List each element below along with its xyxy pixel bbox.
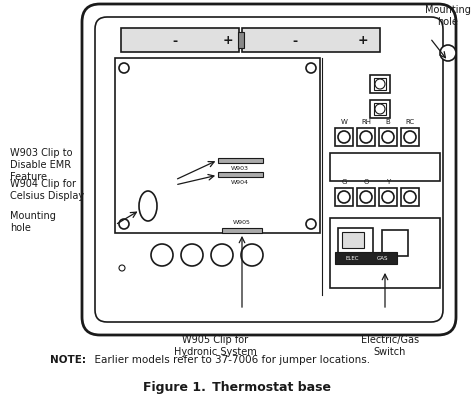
Text: W903 Clip to
Disable EMR
Feature: W903 Clip to Disable EMR Feature <box>10 147 73 182</box>
Bar <box>218 172 263 177</box>
Text: Electric/Gas
Switch: Electric/Gas Switch <box>361 335 419 358</box>
Bar <box>370 75 390 93</box>
Circle shape <box>375 104 385 114</box>
Bar <box>115 58 320 233</box>
Text: W904: W904 <box>231 180 249 185</box>
Bar <box>121 28 239 52</box>
Bar <box>401 188 419 206</box>
Circle shape <box>404 191 416 203</box>
Text: -: - <box>292 34 298 48</box>
Bar <box>401 128 419 146</box>
Circle shape <box>306 63 316 73</box>
Bar <box>374 78 386 90</box>
Text: G: G <box>341 179 346 185</box>
Text: O: O <box>363 179 369 185</box>
Circle shape <box>119 265 125 271</box>
Circle shape <box>440 45 456 61</box>
Bar <box>379 188 397 206</box>
Circle shape <box>382 131 394 143</box>
Text: Earlier models refer to 37-7006 for jumper locations.: Earlier models refer to 37-7006 for jump… <box>88 355 370 365</box>
FancyBboxPatch shape <box>132 69 302 161</box>
Circle shape <box>241 244 263 266</box>
Circle shape <box>151 244 173 266</box>
Bar <box>218 158 263 163</box>
Bar <box>357 128 375 146</box>
Bar <box>370 100 390 118</box>
Circle shape <box>306 219 316 229</box>
Bar <box>330 218 440 288</box>
FancyBboxPatch shape <box>82 4 456 335</box>
Bar <box>335 252 397 264</box>
Text: ELEC: ELEC <box>345 255 359 261</box>
Bar <box>379 128 397 146</box>
Bar <box>335 188 353 206</box>
Circle shape <box>119 63 129 73</box>
Text: NOTE:: NOTE: <box>50 355 86 365</box>
Text: +: + <box>358 34 368 48</box>
Circle shape <box>211 244 233 266</box>
Text: -: - <box>173 34 178 48</box>
Text: RC: RC <box>405 119 415 125</box>
Bar <box>238 32 244 48</box>
Circle shape <box>360 191 372 203</box>
Circle shape <box>360 131 372 143</box>
Bar <box>242 28 380 52</box>
Bar <box>342 232 364 248</box>
Text: +: + <box>223 34 233 48</box>
Bar <box>338 228 373 256</box>
Ellipse shape <box>139 191 157 221</box>
Text: W905: W905 <box>233 220 251 225</box>
Text: W904 Clip for
Celsius Display: W904 Clip for Celsius Display <box>10 179 84 201</box>
Text: B: B <box>386 119 391 125</box>
Circle shape <box>375 79 385 89</box>
Circle shape <box>382 191 394 203</box>
Bar <box>335 128 353 146</box>
Text: Mounting
hole: Mounting hole <box>10 211 56 233</box>
Bar <box>222 228 262 233</box>
Bar <box>330 153 440 181</box>
Circle shape <box>404 131 416 143</box>
Text: Y: Y <box>386 179 390 185</box>
Circle shape <box>181 244 203 266</box>
Circle shape <box>338 131 350 143</box>
Bar <box>357 188 375 206</box>
Bar <box>374 103 386 115</box>
Circle shape <box>119 219 129 229</box>
Circle shape <box>338 191 350 203</box>
Text: W: W <box>340 119 347 125</box>
Text: GAS: GAS <box>377 255 389 261</box>
Text: RH: RH <box>361 119 371 125</box>
Text: W905 Clip for
Hydronic System: W905 Clip for Hydronic System <box>173 335 256 358</box>
Text: W903: W903 <box>231 166 249 171</box>
Bar <box>382 230 408 256</box>
Text: Figure 1. Thermostat base: Figure 1. Thermostat base <box>143 381 331 393</box>
Text: Mounting
hole: Mounting hole <box>425 5 471 27</box>
